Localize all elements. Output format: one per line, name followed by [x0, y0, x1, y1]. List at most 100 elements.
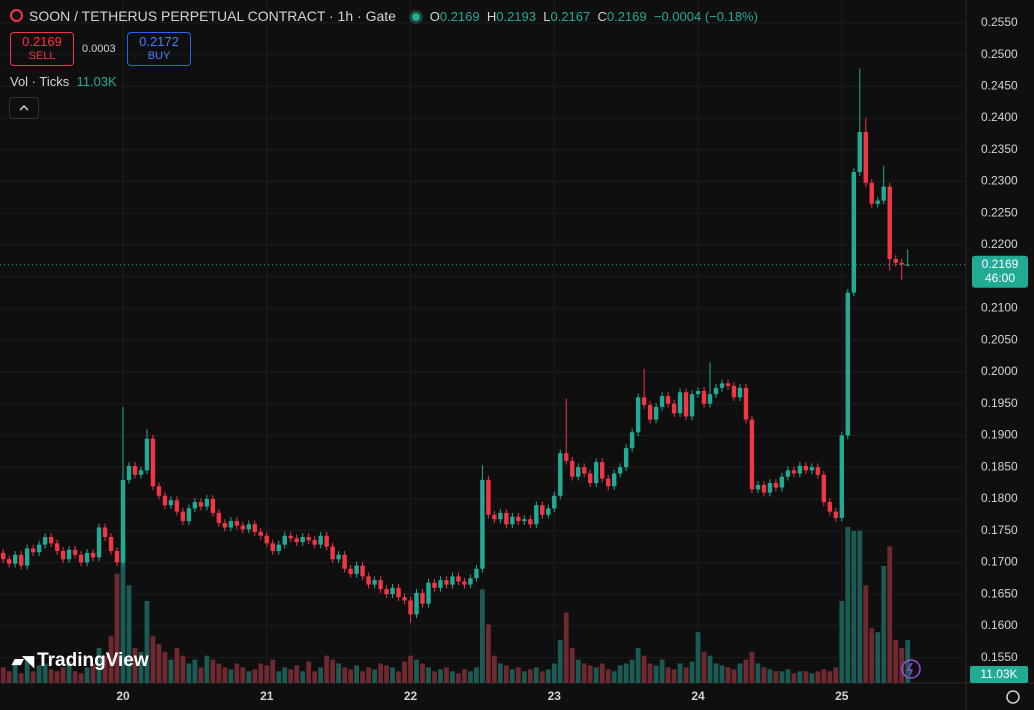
volume-bar [803, 671, 809, 683]
candle-body [174, 500, 180, 512]
x-tick-label: 25 [835, 689, 849, 703]
candle-body [252, 524, 257, 532]
ohlc: O0.2169 H0.2193 L0.2167 C0.2169 −0.0004 … [430, 9, 758, 24]
volume-bar [210, 659, 216, 683]
volume-bar [503, 665, 509, 683]
volume-bar [78, 673, 84, 683]
volume-bar [258, 663, 264, 683]
volume-bar [108, 636, 114, 683]
candle-body [150, 438, 156, 487]
candle-body [186, 508, 192, 522]
y-tick-label: 0.1550 [981, 650, 1018, 664]
volume-bar [695, 632, 701, 683]
candle-body [689, 394, 695, 417]
volume-bar [797, 671, 803, 683]
volume-bar [575, 659, 581, 683]
candle-body [486, 479, 491, 515]
candle-body [432, 582, 437, 588]
volume-bar [515, 667, 521, 683]
volume-bar [881, 565, 887, 683]
volume-bar [605, 669, 611, 683]
candle-body [120, 479, 126, 563]
volume-bar [857, 530, 863, 683]
volume-bar [725, 667, 731, 683]
volume-bar [509, 669, 515, 683]
x-tick-label: 21 [260, 689, 274, 703]
candle-body [677, 392, 683, 414]
volume-bar [659, 659, 665, 683]
settings-icon[interactable] [1006, 690, 1020, 704]
y-tick-label: 0.2400 [981, 110, 1018, 124]
collapse-button[interactable] [9, 97, 39, 119]
candle-body [240, 525, 245, 530]
volume-bar [90, 663, 96, 683]
candle-body [893, 258, 898, 263]
volume-bar [324, 655, 330, 683]
candle-body [851, 172, 856, 293]
volume-bar [390, 667, 395, 683]
y-tick-label: 0.2450 [981, 78, 1018, 92]
buy-button[interactable]: 0.2172 BUY [127, 32, 191, 66]
candle-body [887, 186, 892, 259]
volume-bar [905, 639, 911, 683]
volume-bar [677, 663, 683, 683]
candle-body [665, 396, 671, 404]
candle-body [18, 554, 24, 566]
volume-bar [384, 665, 389, 683]
candle-body [48, 537, 54, 544]
volume-bar [252, 669, 258, 683]
volume-bar [150, 636, 156, 683]
volume-bar [551, 663, 557, 683]
volume-bar [30, 671, 36, 683]
alert-bolt [906, 662, 913, 676]
buy-price: 0.2172 [139, 34, 179, 49]
volume-bar [408, 655, 413, 683]
symbol-title[interactable]: SOON / TETHERUS PERPETUAL CONTRACT · 1h … [29, 8, 396, 24]
volume-bar [144, 601, 150, 683]
candle-body [719, 383, 725, 388]
volume-bar [491, 655, 497, 683]
volume-bar [635, 647, 641, 683]
volume-bar [174, 647, 180, 683]
volume-bar [120, 542, 126, 683]
x-tick-label: 23 [548, 689, 562, 703]
candle-body [318, 535, 323, 545]
candle-body [192, 502, 198, 509]
y-tick-label: 0.2350 [981, 142, 1018, 156]
volume-bar [0, 667, 6, 683]
y-tick-label: 0.2250 [981, 205, 1018, 219]
volume-bar [845, 526, 851, 683]
candle-body [456, 576, 461, 582]
chevron-icon [19, 104, 29, 111]
candle-body [492, 514, 497, 520]
candle-body [114, 550, 120, 563]
volume-bar [72, 671, 78, 683]
volume-bar [468, 671, 473, 683]
symbol-row: SOON / TETHERUS PERPETUAL CONTRACT · 1h … [10, 8, 758, 24]
candle-body [222, 523, 228, 528]
candle-body [725, 383, 731, 386]
volume-bar [480, 589, 485, 683]
volume-bar [162, 651, 168, 683]
volume-bar [216, 663, 222, 683]
volume-bar [180, 655, 186, 683]
candle-body [336, 554, 341, 560]
y-tick-label: 0.2100 [981, 301, 1018, 315]
candle-body [402, 597, 407, 601]
volume-bar [414, 659, 419, 683]
volume-bar [366, 667, 371, 683]
candle-body [833, 511, 839, 518]
candle-body [737, 387, 743, 398]
candle-body [258, 531, 263, 536]
candle-body [300, 537, 305, 543]
candle-body [546, 508, 551, 515]
sell-button[interactable]: 0.2169 SELL [10, 32, 74, 66]
y-tick-label: 0.1800 [981, 491, 1018, 505]
volume-bar [306, 661, 312, 683]
y-tick-label: 0.2000 [981, 364, 1018, 378]
candle-body [366, 576, 371, 585]
candle-body [276, 544, 281, 551]
candle-body [881, 186, 886, 201]
candle-body [12, 554, 18, 564]
candle-body [342, 554, 347, 569]
